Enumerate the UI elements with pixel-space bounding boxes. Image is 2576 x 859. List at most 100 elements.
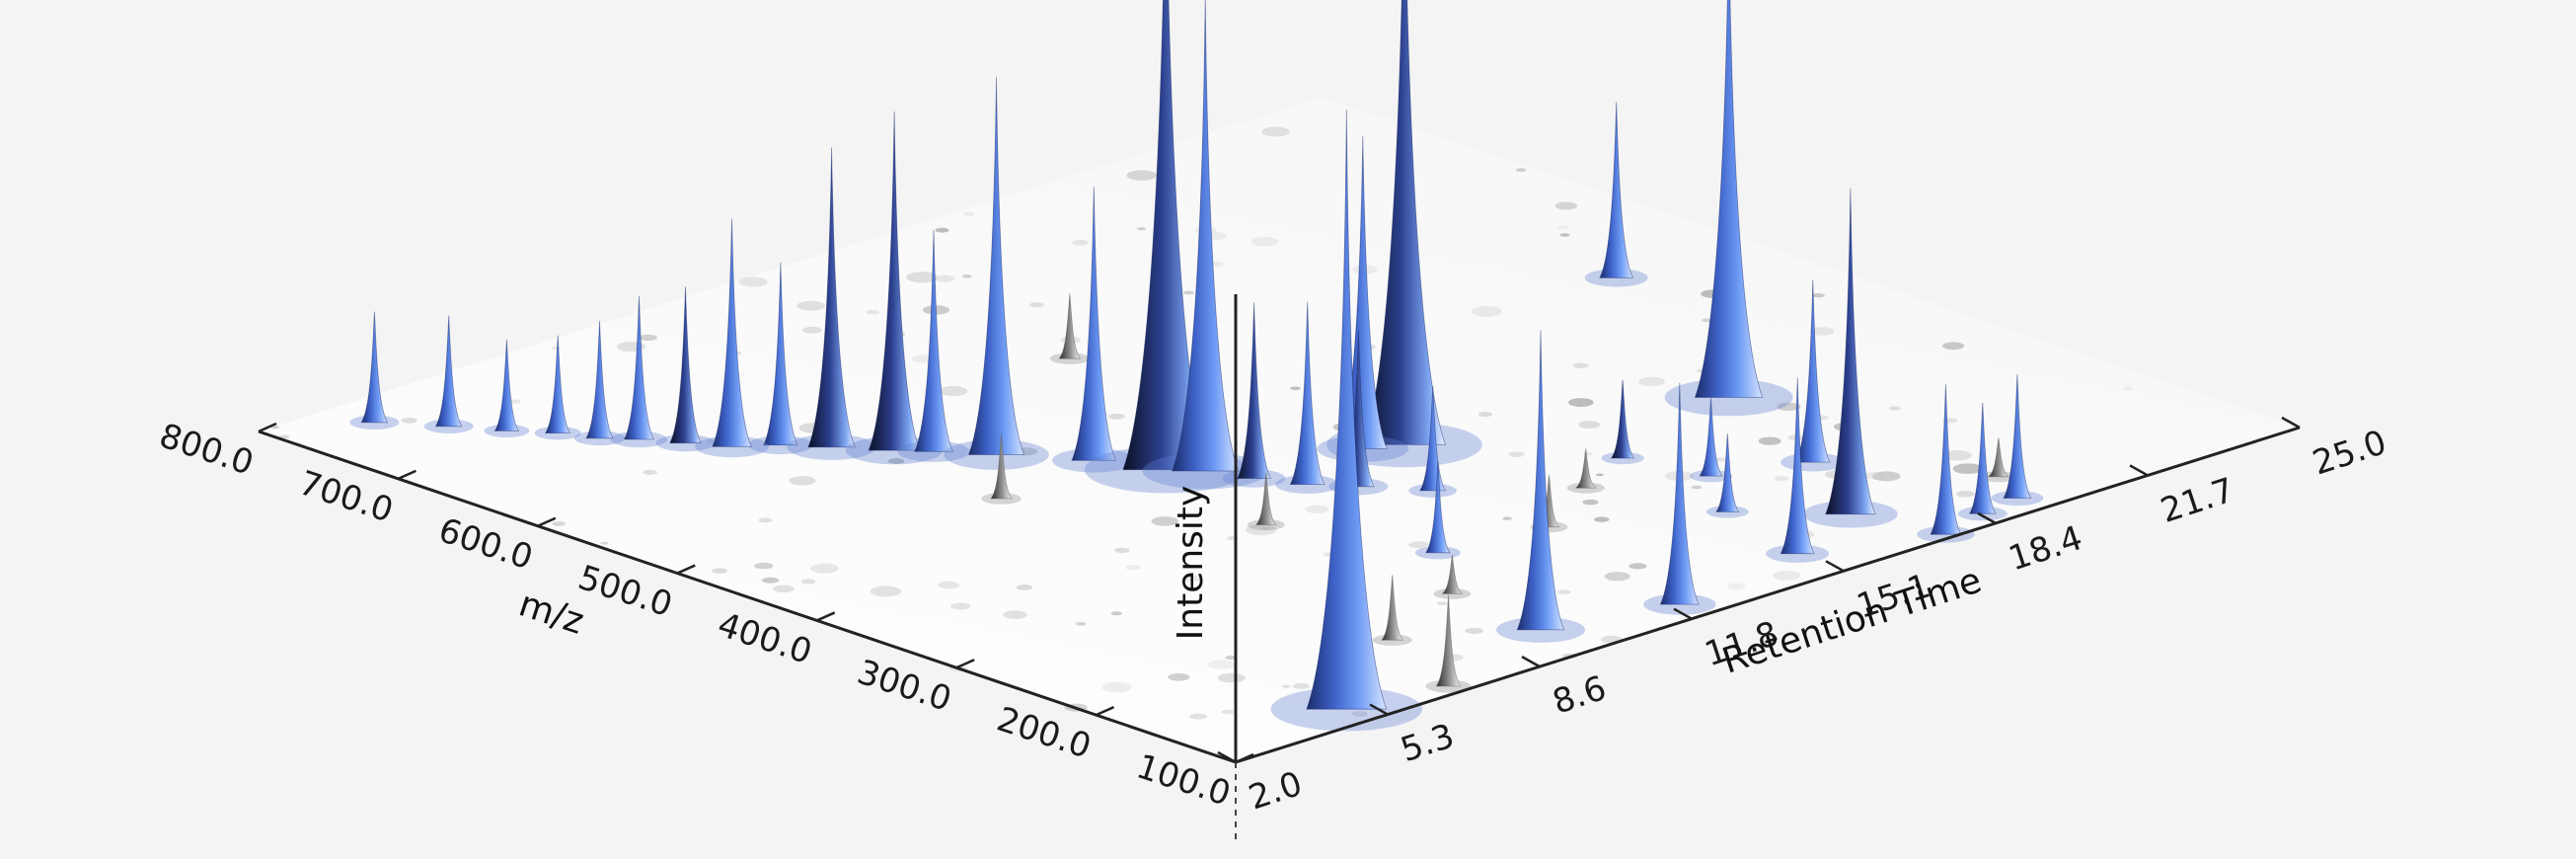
floor-speck [1758, 436, 1781, 445]
floor-speck [935, 274, 955, 282]
floor-speck [1942, 342, 1965, 351]
floor-speck [761, 577, 780, 584]
floor-speck [738, 276, 768, 287]
floor-speck [1465, 627, 1483, 635]
rt-tick-label: 5.3 [1396, 716, 1459, 770]
floor-speck [1629, 563, 1647, 570]
floor-speck [887, 458, 905, 464]
floor-speck [1290, 386, 1301, 391]
floor-speck [1110, 611, 1122, 616]
floor-speck [639, 334, 657, 342]
floor-speck [1245, 524, 1277, 536]
floor-speck [1029, 302, 1044, 308]
peak [349, 311, 400, 430]
floor-speck [906, 272, 938, 283]
floor-speck [1136, 227, 1147, 231]
peak [484, 339, 530, 437]
rt-tick-mark [2129, 464, 2149, 477]
peak [1601, 379, 1644, 465]
mz-tick-mark [537, 516, 557, 527]
floor-speck [401, 417, 417, 424]
floor-speck [758, 517, 773, 523]
rt-tick-mark [1369, 703, 1389, 716]
floor-speck [1072, 239, 1089, 246]
mz-tick-mark [1235, 752, 1254, 764]
floor-speck [1714, 457, 1727, 462]
peak [655, 286, 716, 452]
floor-speck [1189, 713, 1207, 720]
floor-speck [1583, 451, 1593, 456]
floor-speck [1508, 451, 1525, 458]
peak [1414, 461, 1461, 560]
peak [611, 295, 667, 448]
floor-speck [1773, 571, 1801, 581]
mz-tick-label: 800.0 [155, 416, 259, 483]
floor-speck [802, 326, 822, 334]
peak [1584, 102, 1648, 287]
floor-speck [1225, 655, 1238, 661]
peak [695, 218, 769, 458]
rt-tick-label: 2.0 [1244, 764, 1307, 819]
mz-tick-mark [258, 422, 277, 433]
floor-speck [1477, 412, 1493, 418]
floor-speck [1502, 516, 1512, 520]
floor-speck [1559, 233, 1570, 237]
mz-tick-mark [1096, 706, 1115, 717]
peak [1425, 594, 1472, 693]
rt-axis-line [1235, 426, 2301, 764]
floor-speck [1638, 376, 1666, 387]
chart-floor-plane [259, 97, 2300, 762]
floor-speck [1557, 589, 1571, 594]
rt-tick-mark [2281, 416, 2301, 430]
rt-tick-mark [1521, 656, 1541, 668]
floor-speck [1702, 318, 1712, 323]
floor-speck [754, 562, 774, 570]
peak [1766, 377, 1830, 563]
floor-speck [1691, 485, 1703, 490]
floor-speck [1261, 126, 1290, 137]
mz-tick-mark [955, 659, 975, 669]
floor-speck [1351, 711, 1368, 717]
floor-speck [1114, 547, 1130, 553]
floor-speck [643, 469, 657, 475]
mz-tick-mark [397, 469, 417, 480]
floor-speck [1812, 293, 1825, 298]
floor-speck [552, 521, 567, 526]
floor-speck [870, 586, 902, 597]
peak [981, 432, 1022, 505]
floor-speck [1182, 290, 1194, 295]
rt-tick-mark [1825, 560, 1845, 573]
peak [1917, 384, 1975, 543]
floor-speck [800, 579, 816, 585]
floor-speck [796, 300, 826, 311]
floor-speck [279, 434, 290, 439]
floor-speck [551, 347, 562, 351]
peak [748, 262, 813, 455]
rt-tick-label: 25.0 [2308, 423, 2390, 483]
floor-speck [1572, 362, 1589, 369]
floor-speck [1003, 610, 1027, 619]
peak [573, 320, 626, 446]
peak [1270, 109, 1423, 732]
floor-speck [1168, 672, 1190, 681]
floor-speck [1125, 565, 1141, 571]
peak [534, 335, 581, 440]
peak [1247, 472, 1285, 530]
floor-speck [1604, 572, 1630, 582]
rt-tick-mark [1977, 511, 1997, 524]
floor-speck [600, 541, 609, 545]
peak [1052, 187, 1136, 473]
floor-speck [1726, 583, 1746, 590]
floor-speck [1777, 402, 1801, 412]
rt-tick-mark [1217, 750, 1237, 764]
peak [423, 315, 474, 433]
floor-speck [1436, 601, 1448, 606]
floor-speck [962, 211, 975, 216]
floor-speck [809, 563, 839, 574]
peak [1803, 188, 1898, 528]
floor-speck [1554, 201, 1578, 210]
peak [1372, 575, 1412, 646]
floor-speck [1809, 327, 1835, 336]
floor-speck [1250, 237, 1278, 247]
floor-speck [773, 585, 795, 593]
